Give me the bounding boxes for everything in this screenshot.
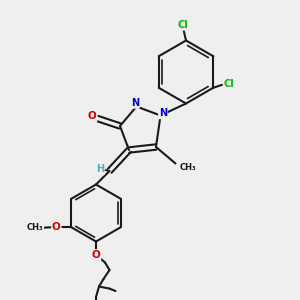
Text: Cl: Cl [224, 79, 234, 89]
Text: O: O [52, 222, 61, 232]
Text: CH₃: CH₃ [180, 163, 196, 172]
Text: N: N [159, 108, 167, 118]
Text: methoxy: methoxy [38, 226, 44, 227]
Text: N: N [131, 98, 139, 108]
Text: H: H [96, 164, 104, 175]
Text: O: O [88, 111, 97, 122]
Text: Cl: Cl [178, 20, 188, 30]
Text: CH₃: CH₃ [27, 223, 44, 232]
Text: O: O [92, 250, 100, 260]
